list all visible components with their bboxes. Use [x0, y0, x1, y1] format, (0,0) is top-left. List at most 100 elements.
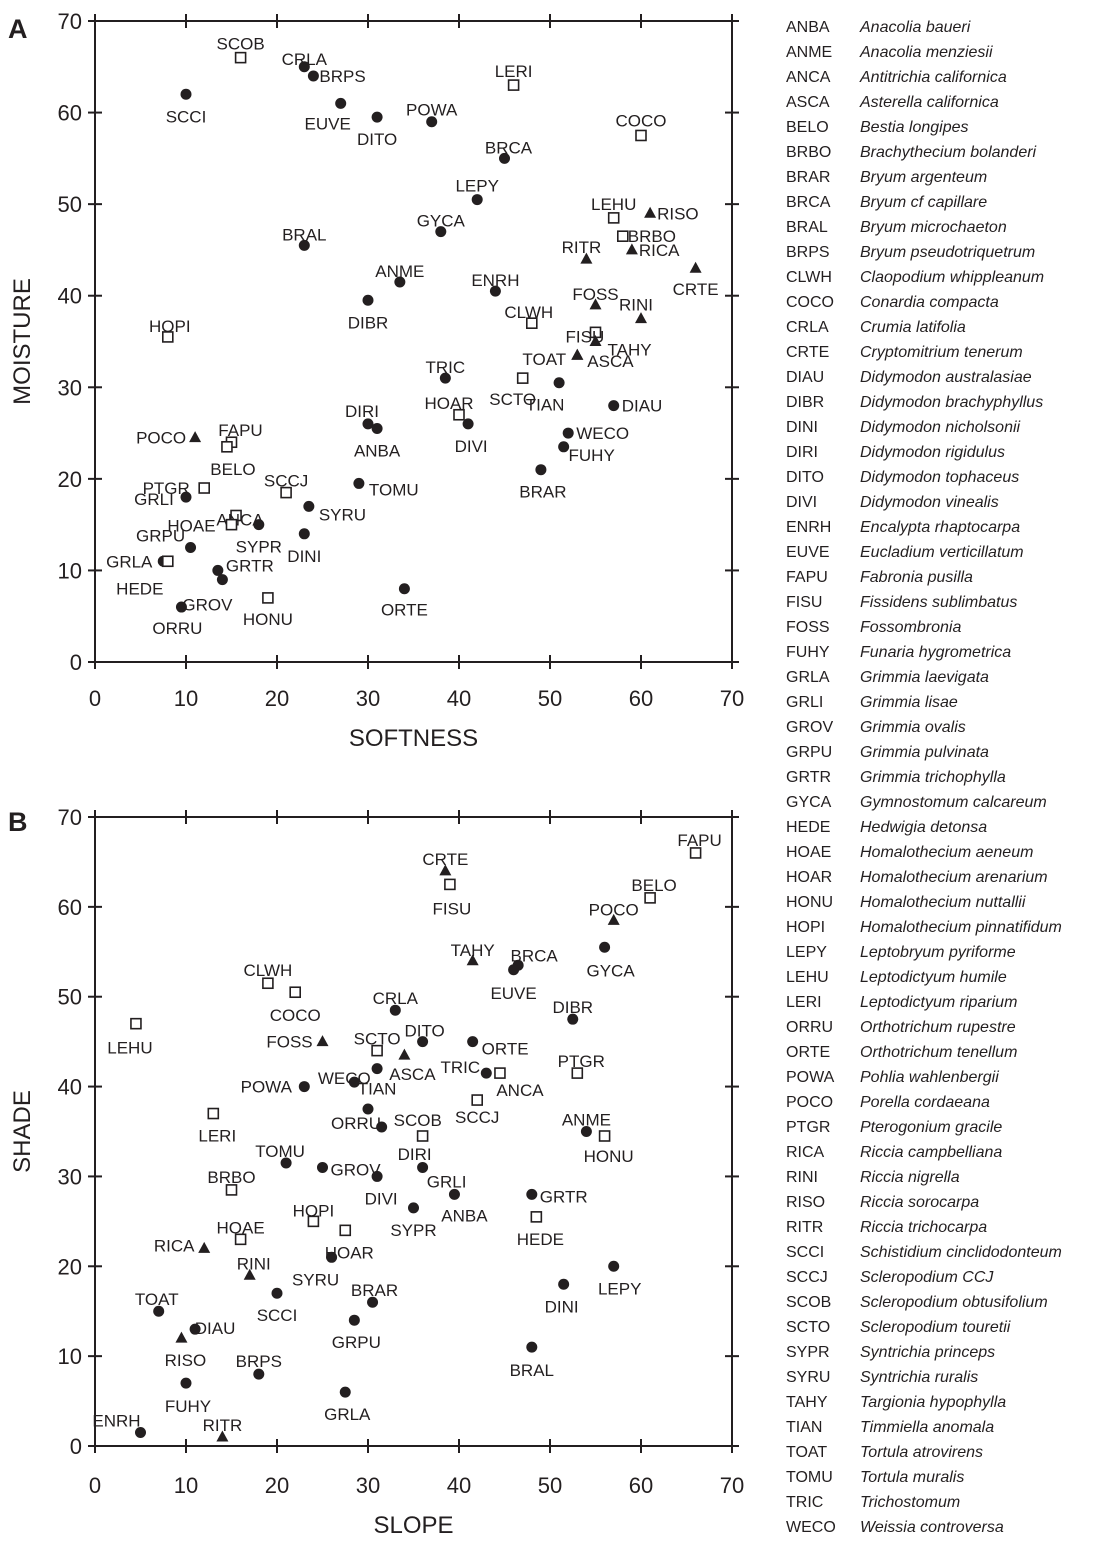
panel-b-point-label-hoae: HOAE [217, 1218, 265, 1237]
panel-b-point-bral [526, 1341, 538, 1353]
panel-b-point-label-dito: DITO [404, 1022, 444, 1041]
panel-b-point-rini [243, 1268, 256, 1280]
legend-row: LERI Leptodictyum riparium [786, 994, 1097, 1019]
legend-species-name: Orthotrichum tenellum [860, 1044, 1018, 1061]
panel-b-point-label-fapu: FAPU [677, 831, 721, 850]
panel-b-point-label-tric: TRIC [440, 1058, 480, 1077]
legend-row: GRPU Grimmia pulvinata [786, 744, 1097, 769]
panel-b-point-label-fisu: FISU [433, 899, 472, 918]
panel-a-point-label-tric: TRIC [426, 358, 466, 377]
legend-species-name: Hedwigia detonsa [860, 819, 988, 836]
panel-b-point-weco [348, 1076, 360, 1088]
panel-b-point-crla [389, 1004, 401, 1016]
panel-b-point-label-divi: DIVI [365, 1189, 398, 1208]
panel-b-point-clwh [262, 977, 274, 990]
panel-b-point-label-hede: HEDE [517, 1230, 564, 1249]
panel-a-ytick-label: 60 [58, 101, 82, 126]
legend-row: CRLA Crumia latifolia [786, 319, 1097, 344]
legend-row: FUHY Funaria hygrometrica [786, 644, 1097, 669]
legend-row: HOAE Homalothecium aeneum [786, 844, 1097, 869]
panel-a-point-scto [516, 372, 529, 384]
legend-code: RICA [786, 1144, 825, 1161]
panel-a-point-tian [553, 377, 565, 389]
legend-code: DIVI [786, 494, 818, 511]
panel-b-point-label-bral: BRAL [510, 1361, 554, 1380]
panel-b-point-ptgr [571, 1067, 584, 1079]
legend-species-name: Leptodictyum humile [860, 969, 1007, 986]
panel-b-point-label-grla: GRLA [324, 1405, 371, 1424]
panel-a-point-hede [162, 555, 174, 568]
panel-b-point-scob [376, 1121, 388, 1133]
legend-row: DIRI Didymodon rigidulus [786, 444, 1097, 469]
legend-row: PTGR Pterogonium gracile [786, 1119, 1097, 1144]
panel-b-point-label-lepy: LEPY [598, 1279, 641, 1298]
panel-b-point-label-diau: DIAU [195, 1319, 236, 1338]
legend-code: TIAN [786, 1419, 823, 1436]
legend-row: SYRU Syntrichia ruralis [786, 1369, 1097, 1394]
panel-a-letter: A [8, 14, 28, 44]
panel-a-point-label-foss: FOSS [572, 285, 618, 304]
legend-code: SYRU [786, 1369, 831, 1386]
legend-species-name: Bryum pseudotriquetrum [860, 244, 1036, 261]
legend-code: BELO [786, 119, 829, 136]
legend-code: ORRU [786, 1019, 834, 1036]
panel-a-point-label-leri: LERI [495, 62, 533, 81]
panel-a-point-syru [303, 500, 315, 512]
legend-code: DIBR [786, 394, 825, 411]
panel-b-point-label-brps: BRPS [236, 1352, 282, 1371]
legend-row: ENRH Encalypta rhaptocarpa [786, 519, 1097, 544]
panel-a-point-dibr [362, 294, 374, 306]
panel-b-point-diau [189, 1323, 201, 1335]
panel-a-point-label-dito: DITO [357, 130, 397, 149]
panel-b-ytick-label: 0 [70, 1434, 82, 1459]
panel-b-point-lepy [608, 1260, 620, 1272]
legend-code: ENRH [786, 519, 832, 536]
panel-b-xtick-label: 50 [538, 1473, 562, 1498]
panel-a-ytick-label: 10 [58, 558, 82, 583]
legend-species-name: Pohlia wahlenbergii [860, 1069, 999, 1086]
panel-b-point-label-anba: ANBA [441, 1206, 488, 1225]
panel-b-x-axis-title: SLOPE [373, 1512, 453, 1538]
panel-b-point-grov [317, 1161, 328, 1173]
panel-b-point-brbo [225, 1184, 238, 1196]
legend-species-name: Funaria hygrometrica [860, 644, 1012, 661]
panel-b-point-asca [398, 1048, 411, 1060]
legend-species-name: Grimmia ovalis [860, 719, 966, 736]
panel-b-ytick-label: 30 [58, 1164, 82, 1189]
panel-a-point-leri [507, 79, 520, 91]
panel-b-point-label-toat: TOAT [135, 1290, 179, 1309]
legend-row: SCCI Schistidium cinclidodonteum [786, 1244, 1097, 1269]
panel-b-point-label-honu: HONU [584, 1147, 634, 1166]
legend-row: GRLI Grimmia lisae [786, 694, 1097, 719]
legend-row: FOSS Fossombronia [786, 619, 1097, 644]
panel-b-point-label-sypr: SYPR [390, 1221, 436, 1240]
panel-a-point-label-grla: GRLA [106, 552, 153, 571]
panel-b-point-enrh [135, 1427, 146, 1439]
panel-b-point-label-grtr: GRTR [540, 1187, 588, 1206]
panel-a-point-label-tomu: TOMU [369, 480, 419, 499]
panel-a-point-dini [298, 528, 310, 540]
legend-species-name: Bestia longipes [860, 119, 969, 136]
panel-a-point-label-ritr: RITR [562, 238, 602, 257]
panel-a-point-brar [535, 464, 547, 476]
legend-row: TAHY Targionia hypophylla [786, 1394, 1097, 1419]
panel-a-point-diau [608, 400, 620, 412]
legend-row: HOAR Homalothecium arenarium [786, 869, 1097, 894]
panel-b-point-orte [467, 1036, 479, 1048]
panel-b-point-label-ritr: RITR [203, 1416, 243, 1435]
legend-row: FISU Fissidens sublimbatus [786, 594, 1097, 619]
panel-b-point-label-foss: FOSS [266, 1033, 312, 1052]
legend-code: GRTR [786, 769, 832, 786]
panel-a-point-grtr [212, 564, 224, 576]
panel-b-point-label-grpu: GRPU [332, 1333, 381, 1352]
panel-a-point-grpu [185, 542, 197, 554]
legend-code: DITO [786, 469, 824, 486]
panel-a-point-label-belo: BELO [210, 460, 255, 479]
panel-b-point-syru [326, 1251, 338, 1263]
panel-b-point-anca [494, 1067, 506, 1079]
panel-b-point-tian [371, 1063, 383, 1075]
legend-row: ASCA Asterella californica [786, 94, 1097, 119]
legend-species-name: Didymodon tophaceus [860, 469, 1020, 486]
panel-a-ytick-label: 30 [58, 375, 82, 400]
legend-row: SCOB Scleropodium obtusifolium [786, 1294, 1097, 1319]
